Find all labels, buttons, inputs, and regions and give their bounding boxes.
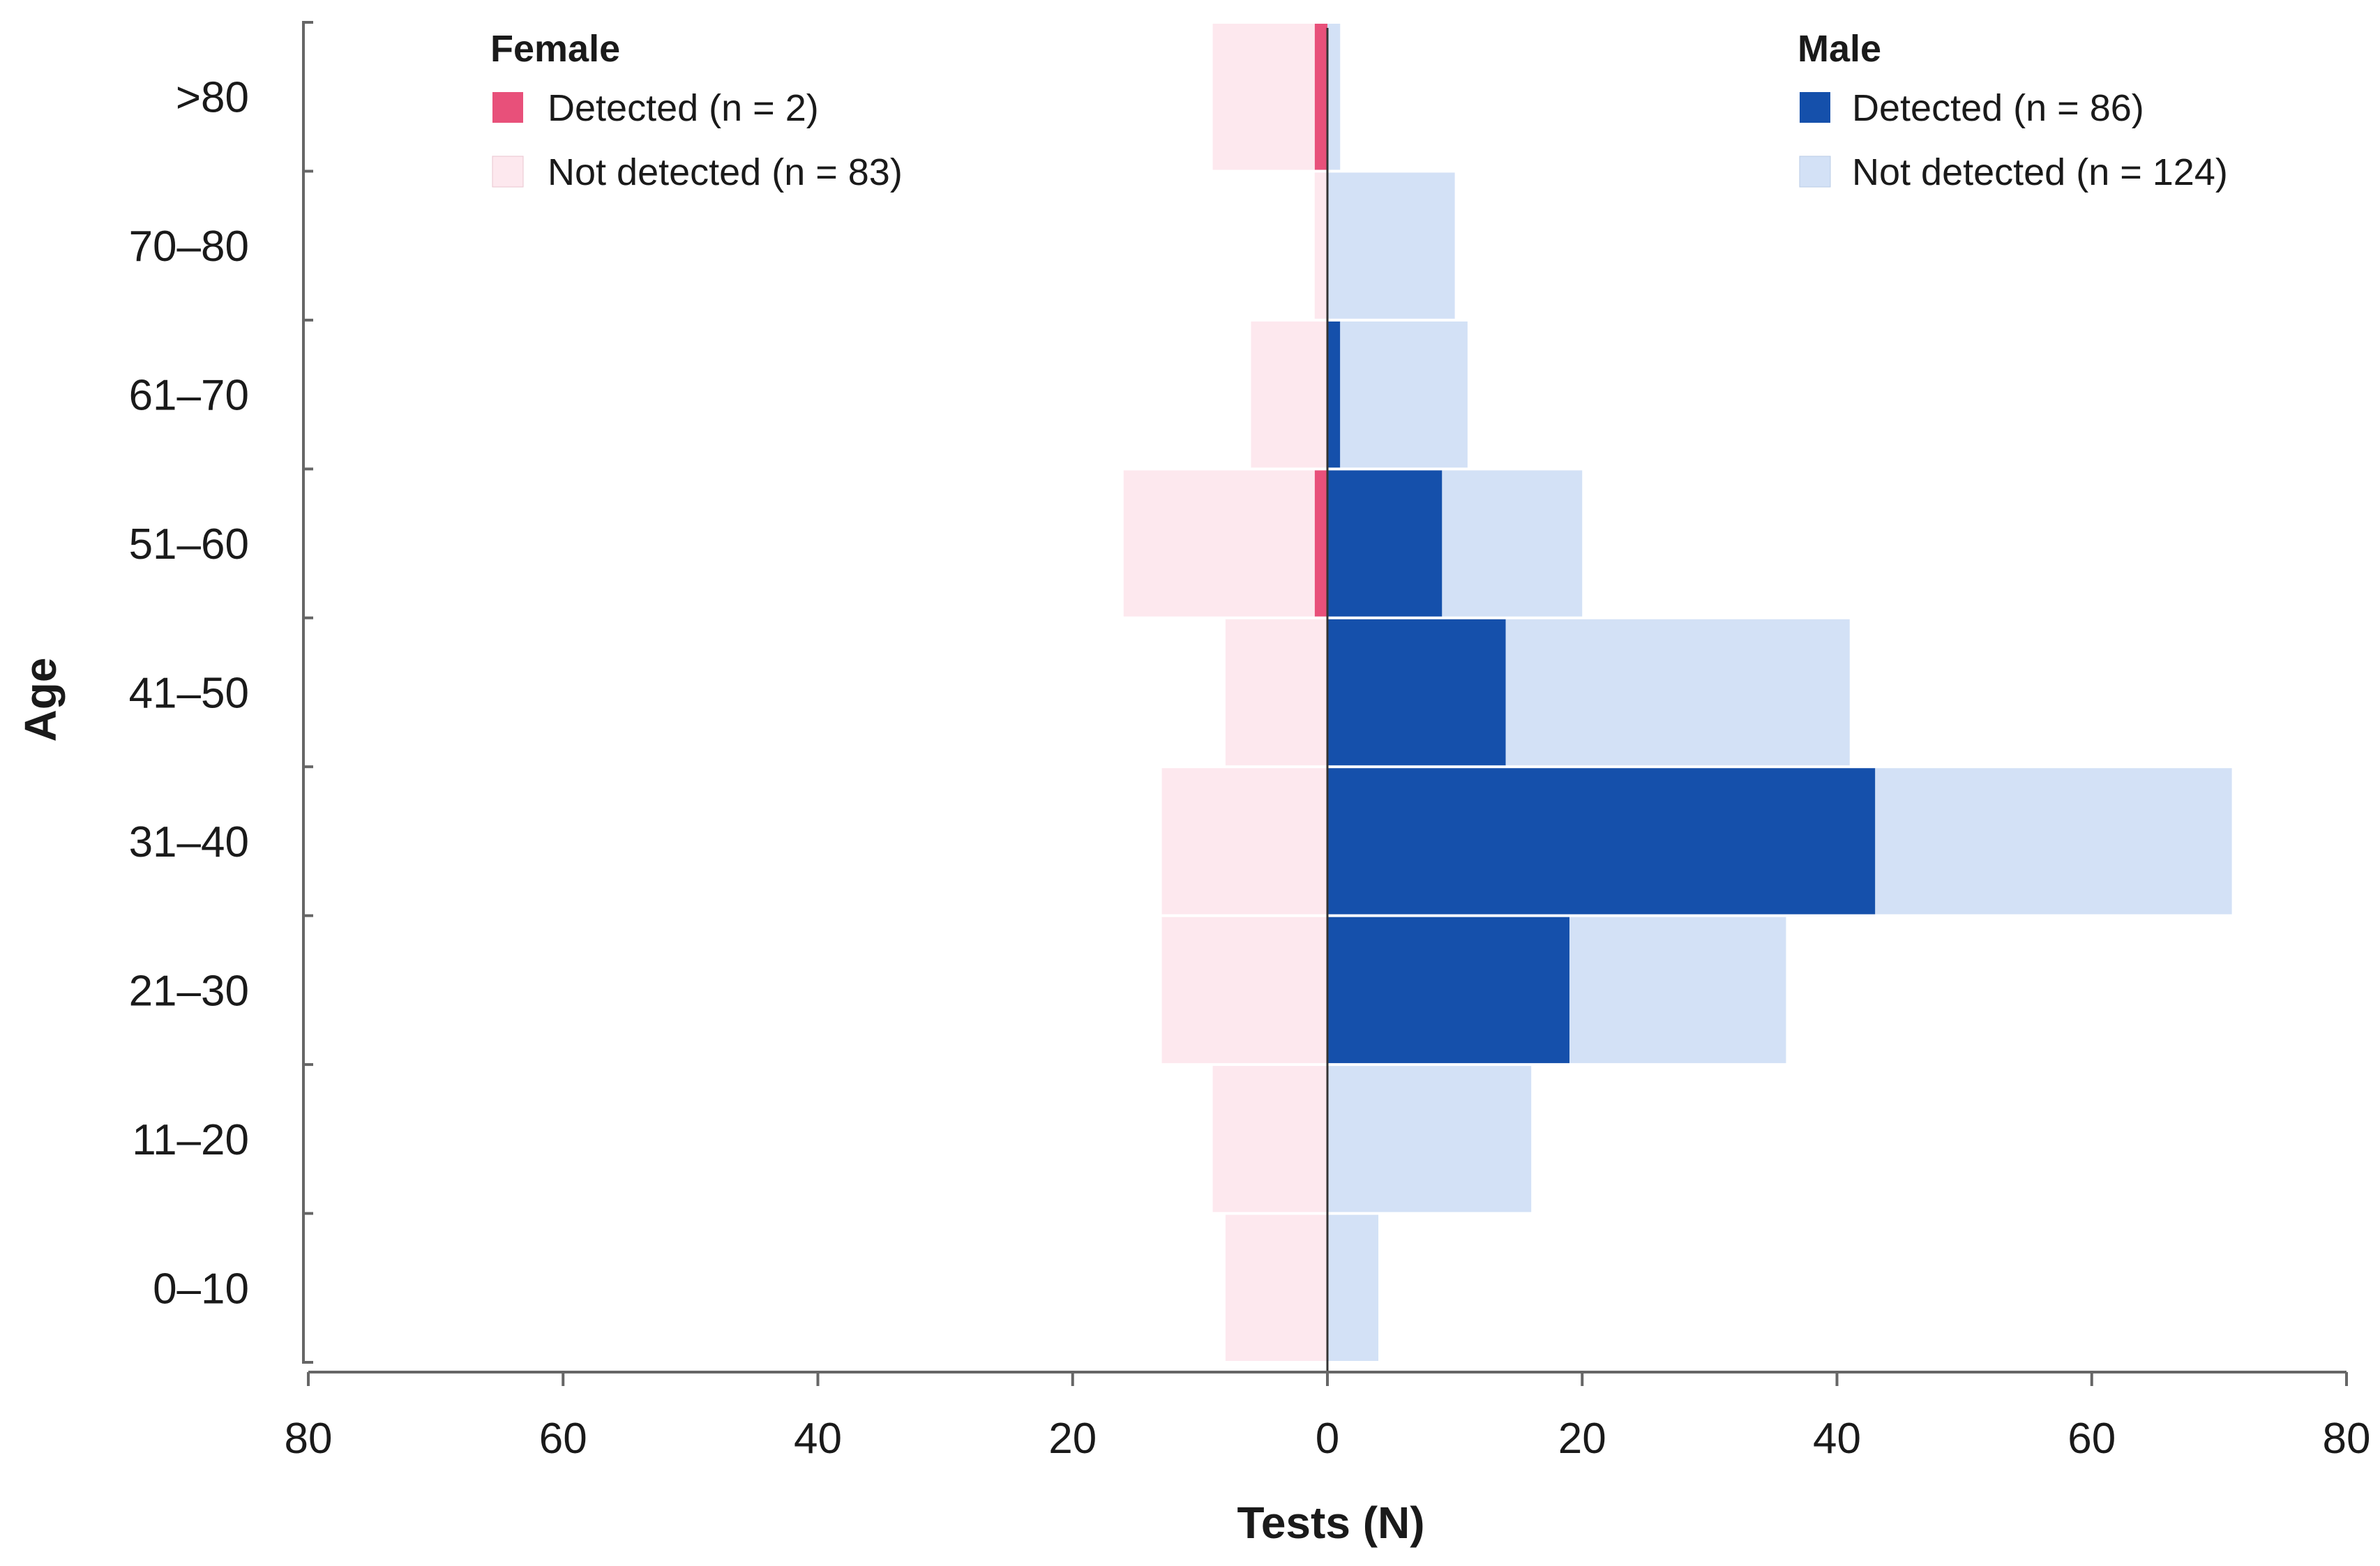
male-detected-bar-41-50 bbox=[1327, 619, 1506, 766]
legend-male-notdetected-label: Not detected (n = 124) bbox=[1852, 151, 2228, 193]
male-not-detected-bar-51-60 bbox=[1442, 470, 1583, 617]
male-not-detected-bar-61-70 bbox=[1340, 321, 1468, 468]
x-tick-label: 40 bbox=[1813, 1415, 1861, 1463]
y-tick-label-80: >80 bbox=[176, 74, 249, 122]
male-not-detected-bar-11-20 bbox=[1327, 1066, 1532, 1212]
female-detected-bar-80 bbox=[1314, 24, 1327, 170]
y-tick-label-51-60: 51–60 bbox=[129, 520, 249, 569]
y-tick-label-11-20: 11–20 bbox=[132, 1116, 249, 1164]
x-tick-label: 40 bbox=[794, 1415, 842, 1463]
female-not-detected-bar-61-70 bbox=[1251, 321, 1327, 468]
male-not-detected-bar-31-40 bbox=[1875, 768, 2232, 914]
bars-layer bbox=[1123, 24, 2232, 1361]
male-not-detected-bar-80 bbox=[1327, 24, 1341, 170]
y-tick-label-70-80: 70–80 bbox=[129, 223, 249, 271]
legend-male-title: Male bbox=[1798, 28, 1881, 70]
male-not-detected-bar-21-30 bbox=[1569, 917, 1786, 1064]
male-detected-bar-21-30 bbox=[1327, 917, 1569, 1064]
male-detected-bar-61-70 bbox=[1327, 321, 1341, 468]
legend-female-title: Female bbox=[490, 28, 620, 70]
male-detected-bar-31-40 bbox=[1327, 768, 1876, 914]
female-not-detected-bar-31-40 bbox=[1161, 768, 1327, 914]
axes-layer bbox=[302, 21, 2348, 1386]
y-tick-label-61-70: 61–70 bbox=[129, 372, 249, 420]
legend-male-notdetected-swatch bbox=[1799, 156, 1831, 188]
female-detected-bar-51-60 bbox=[1314, 470, 1327, 617]
y-tick-label-21-30: 21–30 bbox=[129, 967, 249, 1015]
male-not-detected-bar-0-10 bbox=[1327, 1214, 1379, 1361]
x-tick-label: 80 bbox=[2323, 1415, 2371, 1463]
y-tick-label-41-50: 41–50 bbox=[129, 670, 249, 718]
legend-female-detected-label: Detected (n = 2) bbox=[548, 87, 819, 129]
x-tick-label: 20 bbox=[1558, 1415, 1606, 1463]
legend-female-detected-swatch bbox=[492, 92, 523, 123]
x-tick-label: 60 bbox=[2068, 1415, 2116, 1463]
female-not-detected-bar-70-80 bbox=[1314, 172, 1327, 319]
female-not-detected-bar-11-20 bbox=[1212, 1066, 1327, 1212]
female-not-detected-bar-41-50 bbox=[1225, 619, 1327, 766]
female-not-detected-bar-80 bbox=[1212, 24, 1315, 170]
female-not-detected-bar-21-30 bbox=[1161, 917, 1327, 1064]
y-tick-label-31-40: 31–40 bbox=[129, 818, 249, 866]
labels-layer: 0–10 11–20 21–30 31–40 41–50 51–60 61–70 70–80 >… bbox=[129, 74, 2371, 1463]
female-not-detected-bar-51-60 bbox=[1123, 470, 1315, 617]
y-tick-label-0-10: 0–10 bbox=[153, 1265, 249, 1313]
male-detected-bar-51-60 bbox=[1327, 470, 1443, 617]
y-axis-title: Age bbox=[15, 658, 66, 742]
male-not-detected-bar-41-50 bbox=[1505, 619, 1850, 766]
x-axis-title: Tests (N) bbox=[1237, 1498, 1424, 1548]
male-not-detected-bar-70-80 bbox=[1327, 172, 1455, 319]
x-tick-label: 20 bbox=[1048, 1415, 1097, 1463]
legend-male: Male Detected (n = 86) Not detected (n =… bbox=[1798, 28, 2228, 193]
x-tick-label: 0 bbox=[1316, 1415, 1339, 1463]
legend-male-detected-swatch bbox=[1800, 92, 1830, 123]
legend-male-detected-label: Detected (n = 86) bbox=[1852, 87, 2144, 129]
x-tick-label: 80 bbox=[285, 1415, 333, 1463]
legend-female: Female Detected (n = 2) Not detected (n … bbox=[490, 28, 903, 193]
female-not-detected-bar-0-10 bbox=[1225, 1214, 1327, 1361]
legend-female-notdetected-label: Not detected (n = 83) bbox=[548, 151, 903, 193]
legend-female-notdetected-swatch bbox=[492, 156, 524, 188]
x-tick-label: 60 bbox=[539, 1415, 587, 1463]
